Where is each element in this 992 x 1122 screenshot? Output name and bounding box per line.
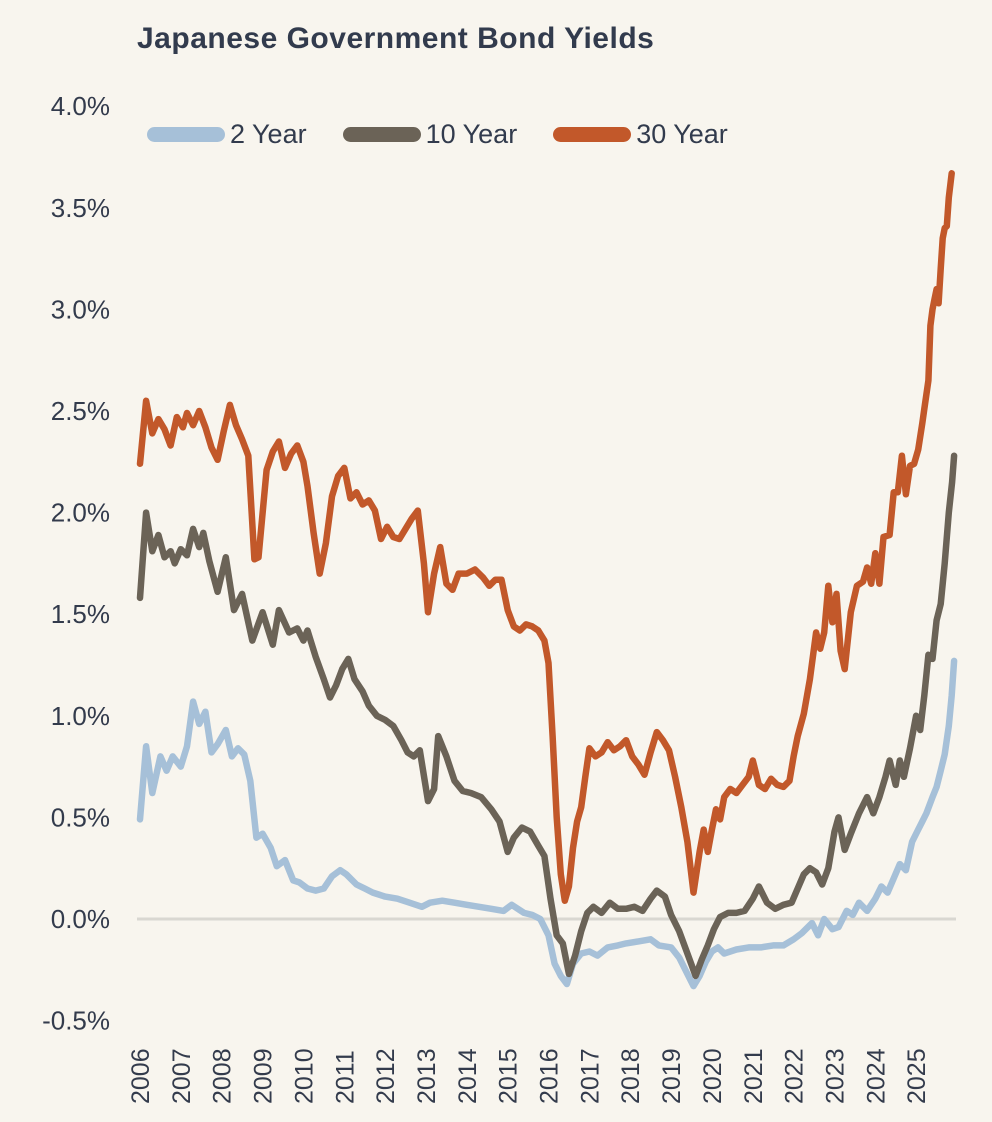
x-tick-label: 2013 <box>413 1048 441 1104</box>
x-tick-label: 2008 <box>209 1048 237 1104</box>
x-tick-label: 2024 <box>862 1048 890 1104</box>
y-tick-label: -0.5% <box>42 1006 110 1036</box>
x-tick-label: 2009 <box>250 1048 278 1104</box>
x-tick-label: 2018 <box>617 1048 645 1104</box>
legend-label-2-year: 2 Year <box>230 119 307 149</box>
legend-item-10-year: 10 Year <box>342 119 518 149</box>
x-tick-label: 2017 <box>576 1048 604 1104</box>
x-tick-label: 2016 <box>536 1048 564 1104</box>
y-tick-label: 1.0% <box>51 701 110 731</box>
series-line-30-year <box>136 170 955 904</box>
x-tick-label: 2010 <box>290 1048 318 1104</box>
legend-label-10-year: 10 Year <box>425 119 518 149</box>
y-tick-label: 3.5% <box>51 193 110 223</box>
x-tick-label: 2014 <box>454 1048 482 1104</box>
y-tick-label: 2.5% <box>51 396 110 426</box>
chart-title: Japanese Government Bond Yields <box>137 22 655 55</box>
y-tick-label: 0.5% <box>51 802 110 832</box>
x-tick-label: 2007 <box>168 1048 196 1104</box>
legend-label-30-year: 30 Year <box>636 119 728 149</box>
x-tick-label: 2015 <box>495 1048 523 1104</box>
y-tick-label: 4.0% <box>51 91 110 121</box>
legend-swatch-2-year-icon <box>147 127 225 142</box>
legend-swatch-30-year-icon <box>553 127 632 142</box>
legend-item-2-year: 2 Year <box>147 121 307 148</box>
legend-swatch-10-year-icon <box>342 127 421 142</box>
x-tick-label: 2025 <box>903 1048 931 1104</box>
x-tick-label: 2006 <box>127 1048 155 1104</box>
x-tick-label: 2023 <box>821 1048 849 1104</box>
y-tick-label: 0.0% <box>51 904 110 934</box>
series-line-2-year <box>136 657 958 990</box>
x-tick-label: 2011 <box>331 1050 359 1104</box>
x-tick-label: 2022 <box>781 1048 809 1104</box>
x-tick-label: 2020 <box>699 1048 727 1104</box>
x-tick-label: 2012 <box>372 1048 400 1104</box>
x-tick-label: 2021 <box>740 1048 768 1104</box>
legend-item-30-year: 30 Year <box>553 121 728 148</box>
legend: 2 Year 10 Year 30 Year <box>147 121 728 148</box>
series-line-10-year <box>136 452 958 980</box>
x-tick-label: 2019 <box>658 1048 686 1104</box>
y-tick-label: 2.0% <box>51 498 110 528</box>
y-tick-label: 3.0% <box>51 294 110 324</box>
y-tick-label: 1.5% <box>51 599 110 629</box>
